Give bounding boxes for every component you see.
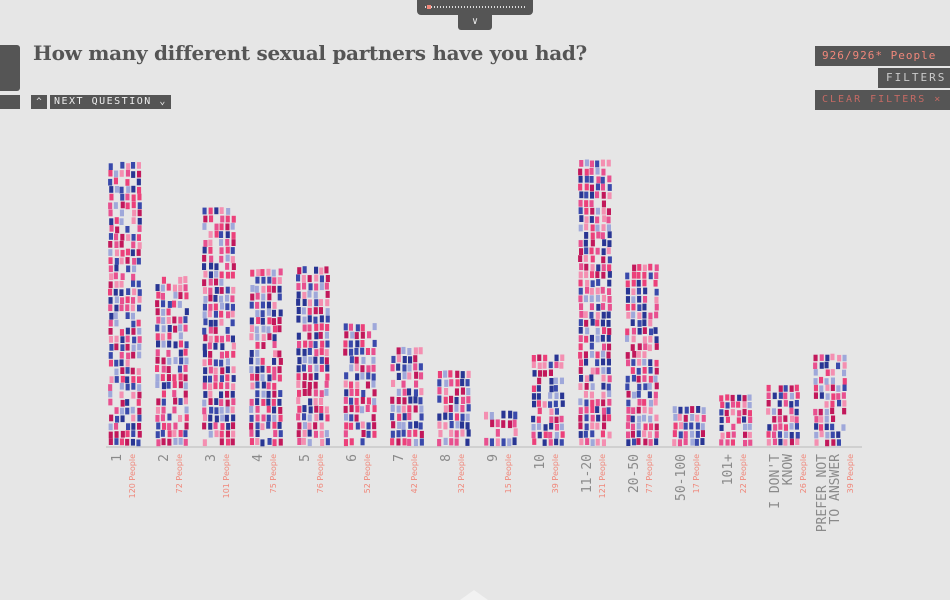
category-label-7: 8 <box>439 454 454 462</box>
bar-11 <box>625 263 659 446</box>
bar-14 <box>766 384 800 446</box>
category-label-5: 6 <box>345 454 360 462</box>
people-count-badge: 926/926* People <box>815 46 950 66</box>
value-label-9: 39 People <box>551 454 560 493</box>
bar-4 <box>296 266 330 447</box>
value-label-0: 120 People <box>128 454 137 498</box>
filters-button[interactable]: FILTERS <box>878 68 950 88</box>
category-label-15: PREFER NOTTO ANSWER <box>815 454 843 532</box>
bar-5 <box>343 323 377 447</box>
value-label-13: 22 People <box>739 454 748 493</box>
bar-0 <box>108 161 142 447</box>
chevron-down-icon: ⌄ <box>159 96 167 107</box>
value-label-11: 77 People <box>645 454 654 493</box>
previous-question-button[interactable]: ^ <box>31 95 47 109</box>
value-label-6: 42 People <box>410 454 419 493</box>
category-label-1: 2 <box>157 454 172 462</box>
next-question-button[interactable]: NEXT QUESTION ⌄ <box>50 95 171 109</box>
bar-1 <box>155 276 189 447</box>
value-label-14: 26 People <box>799 454 808 493</box>
question-progress-tab[interactable] <box>417 0 533 15</box>
category-label-14: I DON'TKNOW <box>768 454 796 509</box>
category-label-0: 1 <box>110 454 125 462</box>
value-label-3: 75 People <box>269 454 278 493</box>
category-label-11: 20-50 <box>627 454 642 493</box>
side-panel-toggle-small[interactable] <box>0 95 20 109</box>
value-label-5: 52 People <box>363 454 372 493</box>
value-label-12: 17 People <box>692 454 701 493</box>
value-label-1: 72 People <box>175 454 184 493</box>
category-label-9: 10 <box>533 454 548 470</box>
category-label-3: 4 <box>251 454 266 462</box>
value-label-15: 39 People <box>846 454 855 493</box>
bar-3 <box>249 268 283 447</box>
category-label-4: 5 <box>298 454 313 462</box>
category-label-8: 9 <box>486 454 501 462</box>
category-label-12: 50-100 <box>674 454 689 501</box>
bar-12 <box>672 406 706 447</box>
category-label-10: 11-20 <box>580 454 595 493</box>
value-label-4: 76 People <box>316 454 325 493</box>
category-label-13: 101+ <box>721 454 736 485</box>
bar-7 <box>437 370 471 447</box>
chevron-up-icon: ^ <box>36 97 42 107</box>
bar-6 <box>390 346 424 447</box>
bar-9 <box>531 354 565 446</box>
value-label-10: 121 People <box>598 454 607 498</box>
value-label-8: 15 People <box>504 454 513 493</box>
category-label-2: 3 <box>204 454 219 462</box>
bar-8 <box>484 410 518 447</box>
category-label-6: 7 <box>392 454 407 462</box>
bar-10 <box>578 159 612 447</box>
progress-dots <box>425 6 525 8</box>
next-question-label: NEXT QUESTION <box>54 96 152 107</box>
value-label-7: 32 People <box>457 454 466 493</box>
bar-2 <box>202 207 236 447</box>
progress-current-marker <box>427 5 431 9</box>
bar-15 <box>813 353 847 447</box>
value-label-2: 101 People <box>222 454 231 498</box>
chevrons-down-icon[interactable]: ∨ <box>458 15 492 30</box>
clear-filters-button[interactable]: CLEAR FILTERS × <box>815 90 950 110</box>
question-title: How many different sexual partners have … <box>33 41 587 65</box>
side-panel-toggle[interactable] <box>0 45 20 91</box>
bar-13 <box>719 394 753 447</box>
bottom-notch <box>460 590 488 600</box>
